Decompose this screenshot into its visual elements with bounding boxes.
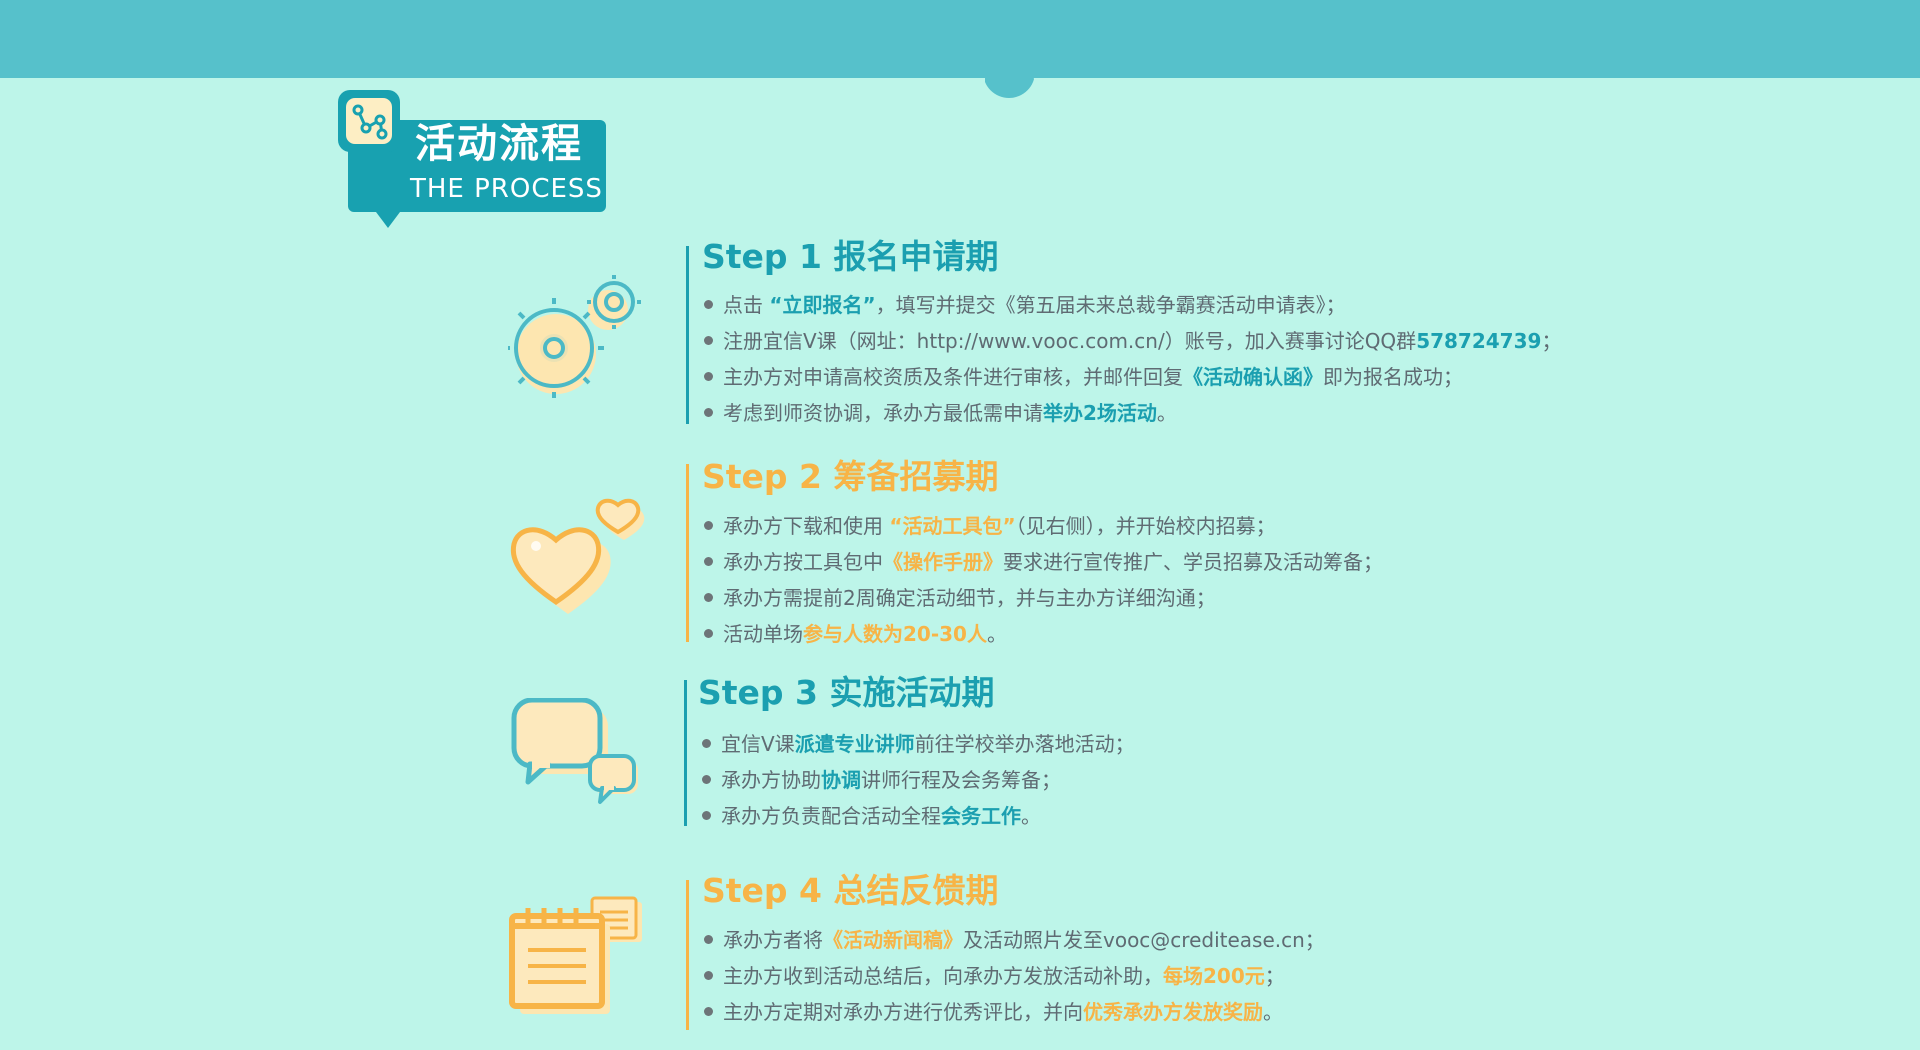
step-1-bullets: 点击 “立即报名”，填写并提交《第五届未来总裁争霸赛活动申请表》； 注册宜信V课… (704, 287, 1561, 431)
section-title: 活动流程 (415, 121, 583, 167)
step-1-divider (686, 246, 689, 424)
step-4-title: Step 4 总结反馈期 (702, 871, 999, 910)
step-3-divider (684, 680, 687, 826)
list-item: 承办方协助协调讲师行程及会务筹备； (702, 762, 1135, 798)
process-nodes-icon (352, 104, 388, 140)
gears-icon (508, 275, 641, 398)
list-item: 考虑到师资协调，承办方最低需申请举办2场活动。 (704, 395, 1561, 431)
list-item: 承办方按工具包中《操作手册》要求进行宣传推广、学员招募及活动筹备； (704, 544, 1383, 580)
list-item: 活动单场参与人数为20-30人。 (704, 616, 1383, 652)
header-tab-decoration (985, 52, 1085, 98)
list-item: 主办方定期对承办方进行优秀评比，并向优秀承办方发放奖励。 (704, 994, 1325, 1030)
notepad-icon (509, 896, 642, 1014)
list-item: 承办方需提前2周确定活动细节，并与主办方详细沟通； (704, 580, 1383, 616)
list-item: 承办方者将《活动新闻稿》及活动照片发至vooc@creditease.cn； (704, 922, 1325, 958)
step-1-title: Step 1 报名申请期 (702, 237, 999, 276)
step-4-bullets: 承办方者将《活动新闻稿》及活动照片发至vooc@creditease.cn； 主… (704, 922, 1325, 1030)
list-item: 承办方下载和使用 “活动工具包”（见右侧），并开始校内招募； (704, 508, 1383, 544)
step-2-title: Step 2 筹备招募期 (702, 457, 999, 496)
section-badge (338, 90, 606, 228)
list-item: 主办方收到活动总结后，向承办方发放活动补助，每场200元； (704, 958, 1325, 994)
step-2-divider (686, 464, 689, 642)
list-item: 承办方负责配合活动全程会务工作。 (702, 798, 1135, 834)
step-2-bullets: 承办方下载和使用 “活动工具包”（见右侧），并开始校内招募； 承办方按工具包中《… (704, 508, 1383, 652)
list-item: 点击 “立即报名”，填写并提交《第五届未来总裁争霸赛活动申请表》； (704, 287, 1561, 323)
step-3-title: Step 3 实施活动期 (698, 673, 995, 712)
list-item: 主办方对申请高校资质及条件进行审核，并邮件回复《活动确认函》即为报名成功； (704, 359, 1561, 395)
chat-bubbles-icon (511, 698, 638, 804)
section-subtitle: THE PROCESS (410, 174, 603, 204)
header-bar (0, 0, 1920, 78)
step-3-bullets: 宜信V课派遣专业讲师前往学校举办落地活动； 承办方协助协调讲师行程及会务筹备； … (702, 726, 1135, 834)
list-item: 注册宜信V课（网址：http://www.vooc.com.cn/）账号，加入赛… (704, 323, 1561, 359)
list-item: 宜信V课派遣专业讲师前往学校举办落地活动； (702, 726, 1135, 762)
step-4-divider (686, 880, 689, 1030)
hearts-icon (510, 498, 645, 614)
